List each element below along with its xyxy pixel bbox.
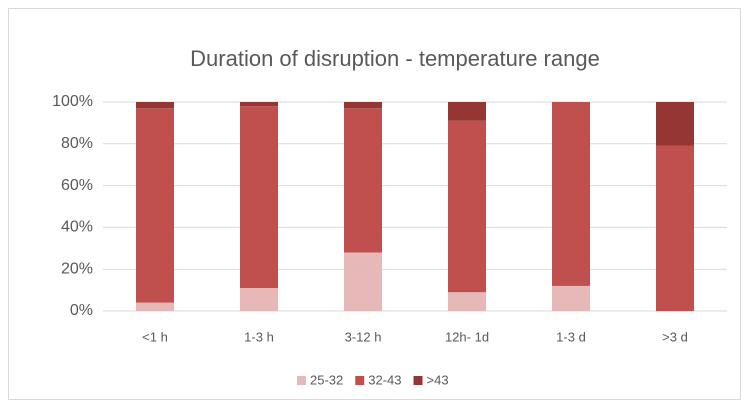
legend-swatch [355, 376, 365, 385]
bar-segment [136, 302, 174, 311]
chart-title: Duration of disruption - temperature ran… [190, 46, 600, 71]
legend-label: 32-43 [368, 372, 401, 387]
bar-segment [448, 102, 486, 121]
bar-segment [344, 252, 382, 311]
legend-swatch [297, 376, 306, 385]
x-tick-label: 1-3 h [244, 329, 274, 344]
legend-label: >43 [427, 372, 449, 387]
bar-segment [448, 292, 486, 311]
bar-segment [240, 288, 278, 311]
legend-label: 25-32 [310, 372, 343, 387]
bar-segment [448, 120, 486, 293]
bar-segment [136, 102, 174, 109]
y-tick-label: 40% [61, 219, 93, 236]
bar-segment [136, 108, 174, 303]
x-tick-label: 3-12 h [345, 329, 382, 344]
bar-segment [344, 102, 382, 109]
bar-segment [656, 102, 694, 146]
x-tick-label: 12h- 1d [445, 329, 489, 344]
bar-segment [552, 285, 590, 311]
bar-segment [656, 145, 694, 311]
y-tick-label: 0% [70, 302, 93, 319]
x-tick-label: >3 d [662, 329, 688, 344]
x-tick-label: <1 h [142, 329, 168, 344]
bar-segment [240, 106, 278, 289]
y-tick-label: 100% [52, 93, 93, 110]
y-tick-label: 20% [61, 260, 93, 277]
bar-segment [344, 108, 382, 253]
x-tick-label: 1-3 d [556, 329, 586, 344]
bar-segment [552, 102, 590, 286]
y-tick-label: 60% [61, 177, 93, 194]
y-tick-label: 80% [61, 135, 93, 152]
legend-swatch [413, 376, 423, 385]
bar-segment [240, 102, 278, 107]
